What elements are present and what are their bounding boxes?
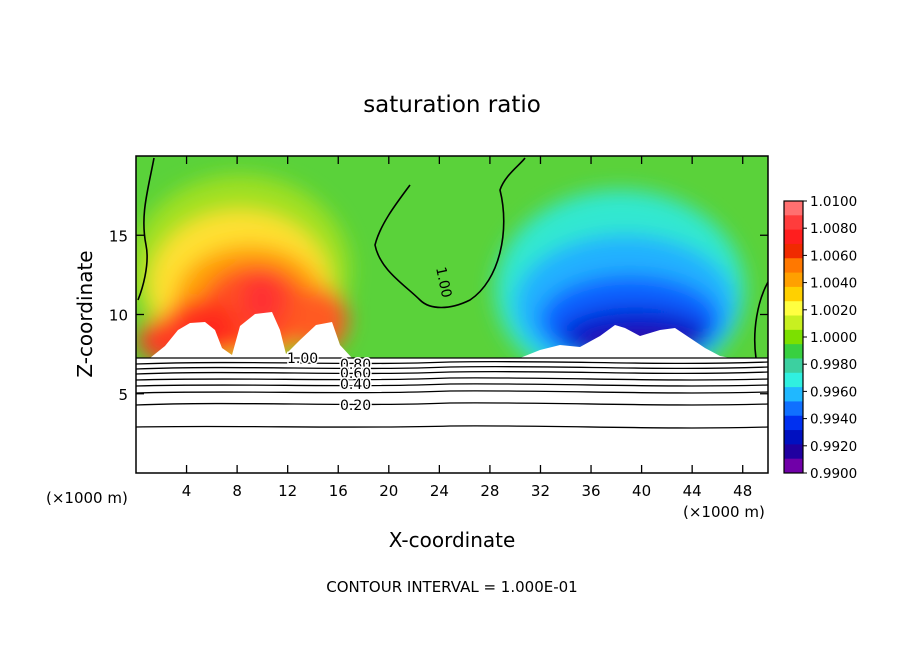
- y-axis: 5 10 15: [109, 227, 768, 404]
- contour-interval-note: CONTOUR INTERVAL = 1.000E-01: [326, 578, 577, 596]
- colorbar-label: 0.9980: [810, 357, 857, 373]
- colorbar-swatch: [784, 315, 803, 331]
- x-tick-label: 32: [531, 482, 550, 500]
- colorbar-label: 1.0060: [810, 248, 857, 264]
- layer-contours: [136, 357, 768, 429]
- colorbar-swatch: [784, 344, 803, 359]
- colorbar-swatch: [784, 415, 803, 431]
- y-tick-label: 15: [109, 227, 128, 245]
- x-tick-label: 20: [379, 482, 398, 500]
- y-tick-label: 5: [118, 386, 128, 404]
- colorbar-swatch: [784, 215, 803, 231]
- x-tick-label: 4: [182, 482, 192, 500]
- colorbar-swatch: [784, 272, 803, 288]
- x-tick-label: 40: [632, 482, 651, 500]
- plot-area: [136, 156, 768, 473]
- colorbar-label: 0.9920: [810, 439, 857, 455]
- x-axis-label: X-coordinate: [389, 528, 516, 552]
- colorbar-swatch: [784, 329, 803, 345]
- x-tick-label: 24: [430, 482, 449, 500]
- colorbar-swatch: [784, 458, 803, 474]
- colorbar-label: 1.0040: [810, 276, 857, 292]
- colorbar-swatch: [784, 358, 803, 374]
- colorbar-label: 1.0100: [810, 194, 857, 210]
- colorbar-swatch: [784, 430, 803, 445]
- colorbar-swatch: [784, 258, 803, 274]
- x-tick-label: 12: [278, 482, 297, 500]
- x-tick-label: 28: [480, 482, 499, 500]
- contour-label: 0.80: [340, 357, 371, 373]
- colorbar-swatch: [784, 387, 803, 402]
- y-tick-label: 10: [109, 307, 128, 325]
- colorbar-swatch: [784, 372, 803, 388]
- colorbar-swatch: [784, 243, 803, 259]
- y-axis-label: Z-coordinate: [73, 250, 97, 377]
- contour-100-left: [137, 157, 155, 301]
- contour-label: 0.20: [340, 398, 371, 414]
- x-tick-label: 16: [329, 482, 348, 500]
- contour-100-middle: [374, 157, 526, 309]
- x-unit-left: (×1000 m): [46, 489, 128, 507]
- colorbar: 1.0100 1.0080 1.0060 1.0040 1.0020 1.0000 0.99…: [783, 194, 857, 482]
- lower-layer: [136, 358, 768, 473]
- x-tick-label: 36: [581, 482, 600, 500]
- colorbar-swatch: [784, 201, 803, 216]
- x-axis: 4 8 12 16 20 24 28 32 36 40 44 48: [182, 156, 752, 500]
- colorbar-label: 1.0020: [810, 303, 857, 319]
- x-tick-label: 8: [232, 482, 242, 500]
- colorbar-label: 1.0080: [810, 221, 857, 237]
- colorbar-swatch: [784, 286, 803, 302]
- colorbar-swatch: [784, 229, 803, 245]
- colorbar-swatch: [784, 444, 803, 460]
- contour-label: 1.00: [287, 351, 318, 367]
- colorbar-label: 0.9940: [810, 412, 857, 428]
- terrain-right: [520, 325, 730, 358]
- colorbar-label: 0.9900: [810, 466, 857, 482]
- colorbar-swatch: [784, 301, 803, 317]
- contour-labels: 1.00 1.00 0.80 0.60 0.40 0.20: [286, 264, 456, 415]
- x-tick-label: 44: [683, 482, 702, 500]
- terrain-left: [150, 312, 352, 358]
- colorbar-label: 0.9960: [810, 384, 857, 400]
- x-tick-label: 48: [733, 482, 752, 500]
- contour-100-right: [753, 281, 768, 359]
- x-unit-right: (×1000 m): [683, 503, 765, 521]
- contour-label: 0.40: [340, 377, 371, 393]
- colorbar-swatch: [784, 401, 803, 417]
- colorbar-label: 1.0000: [810, 330, 857, 346]
- chart-title: saturation ratio: [363, 92, 541, 118]
- contour-label: 0.60: [340, 366, 371, 382]
